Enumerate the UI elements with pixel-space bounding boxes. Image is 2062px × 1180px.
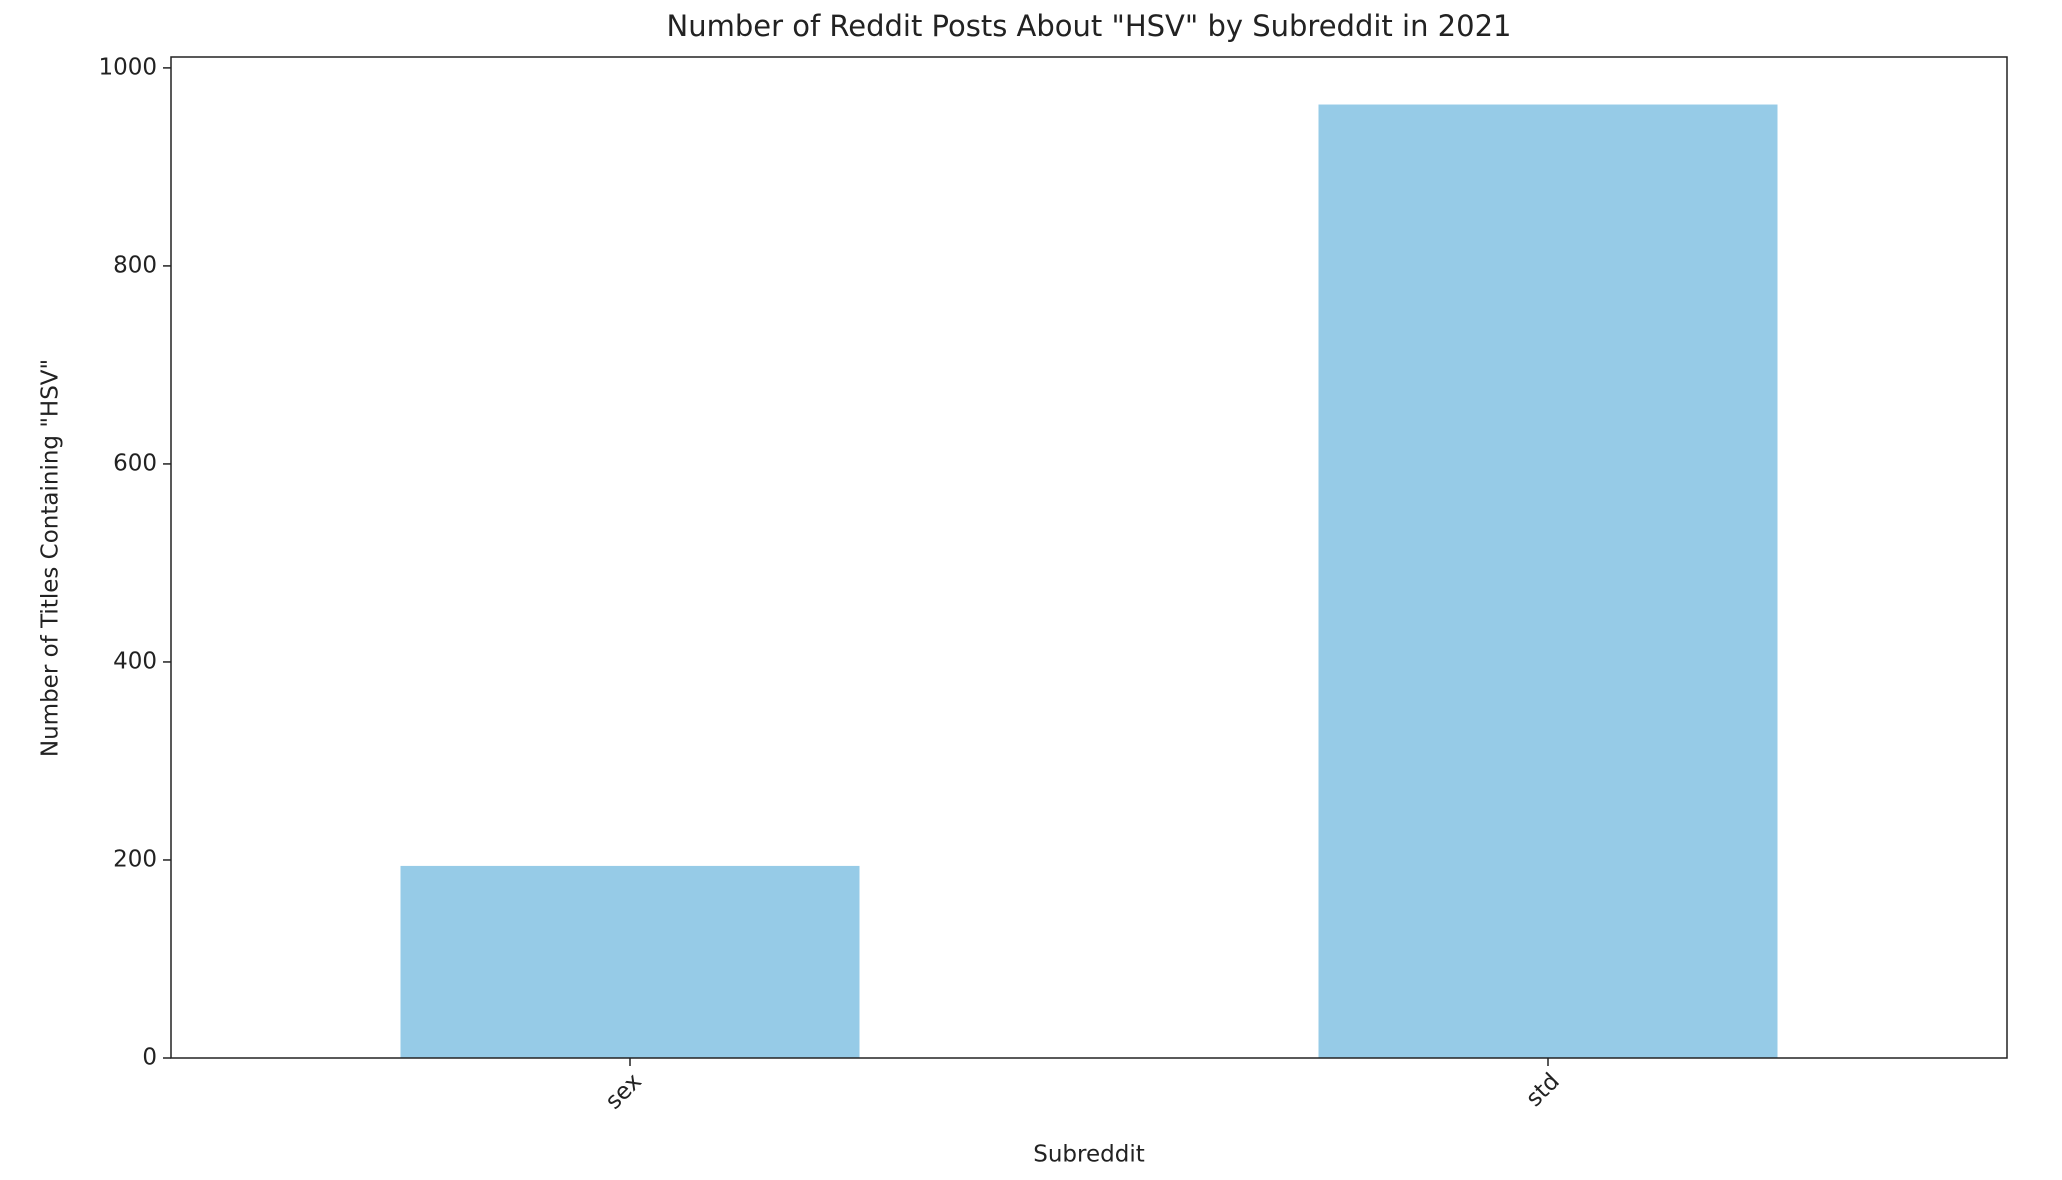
bar [1318, 104, 1778, 1059]
x-tick-label: sex [601, 1068, 647, 1114]
y-tick-label: 600 [113, 450, 157, 476]
x-axis-label: Subreddit [1033, 1142, 1145, 1168]
y-tick-label: 200 [113, 846, 157, 872]
x-tick-label: std [1521, 1068, 1565, 1112]
y-axis-label: Number of Titles Containing "HSV" [38, 359, 64, 757]
plot-frame [170, 56, 2008, 1059]
y-tick-label: 0 [142, 1045, 157, 1071]
y-tick-label: 400 [113, 648, 157, 674]
chart-title: Number of Reddit Posts About "HSV" by Su… [667, 9, 1512, 43]
y-tick-label: 1000 [98, 54, 157, 80]
bar [400, 865, 860, 1058]
y-tick-label: 800 [113, 252, 157, 278]
